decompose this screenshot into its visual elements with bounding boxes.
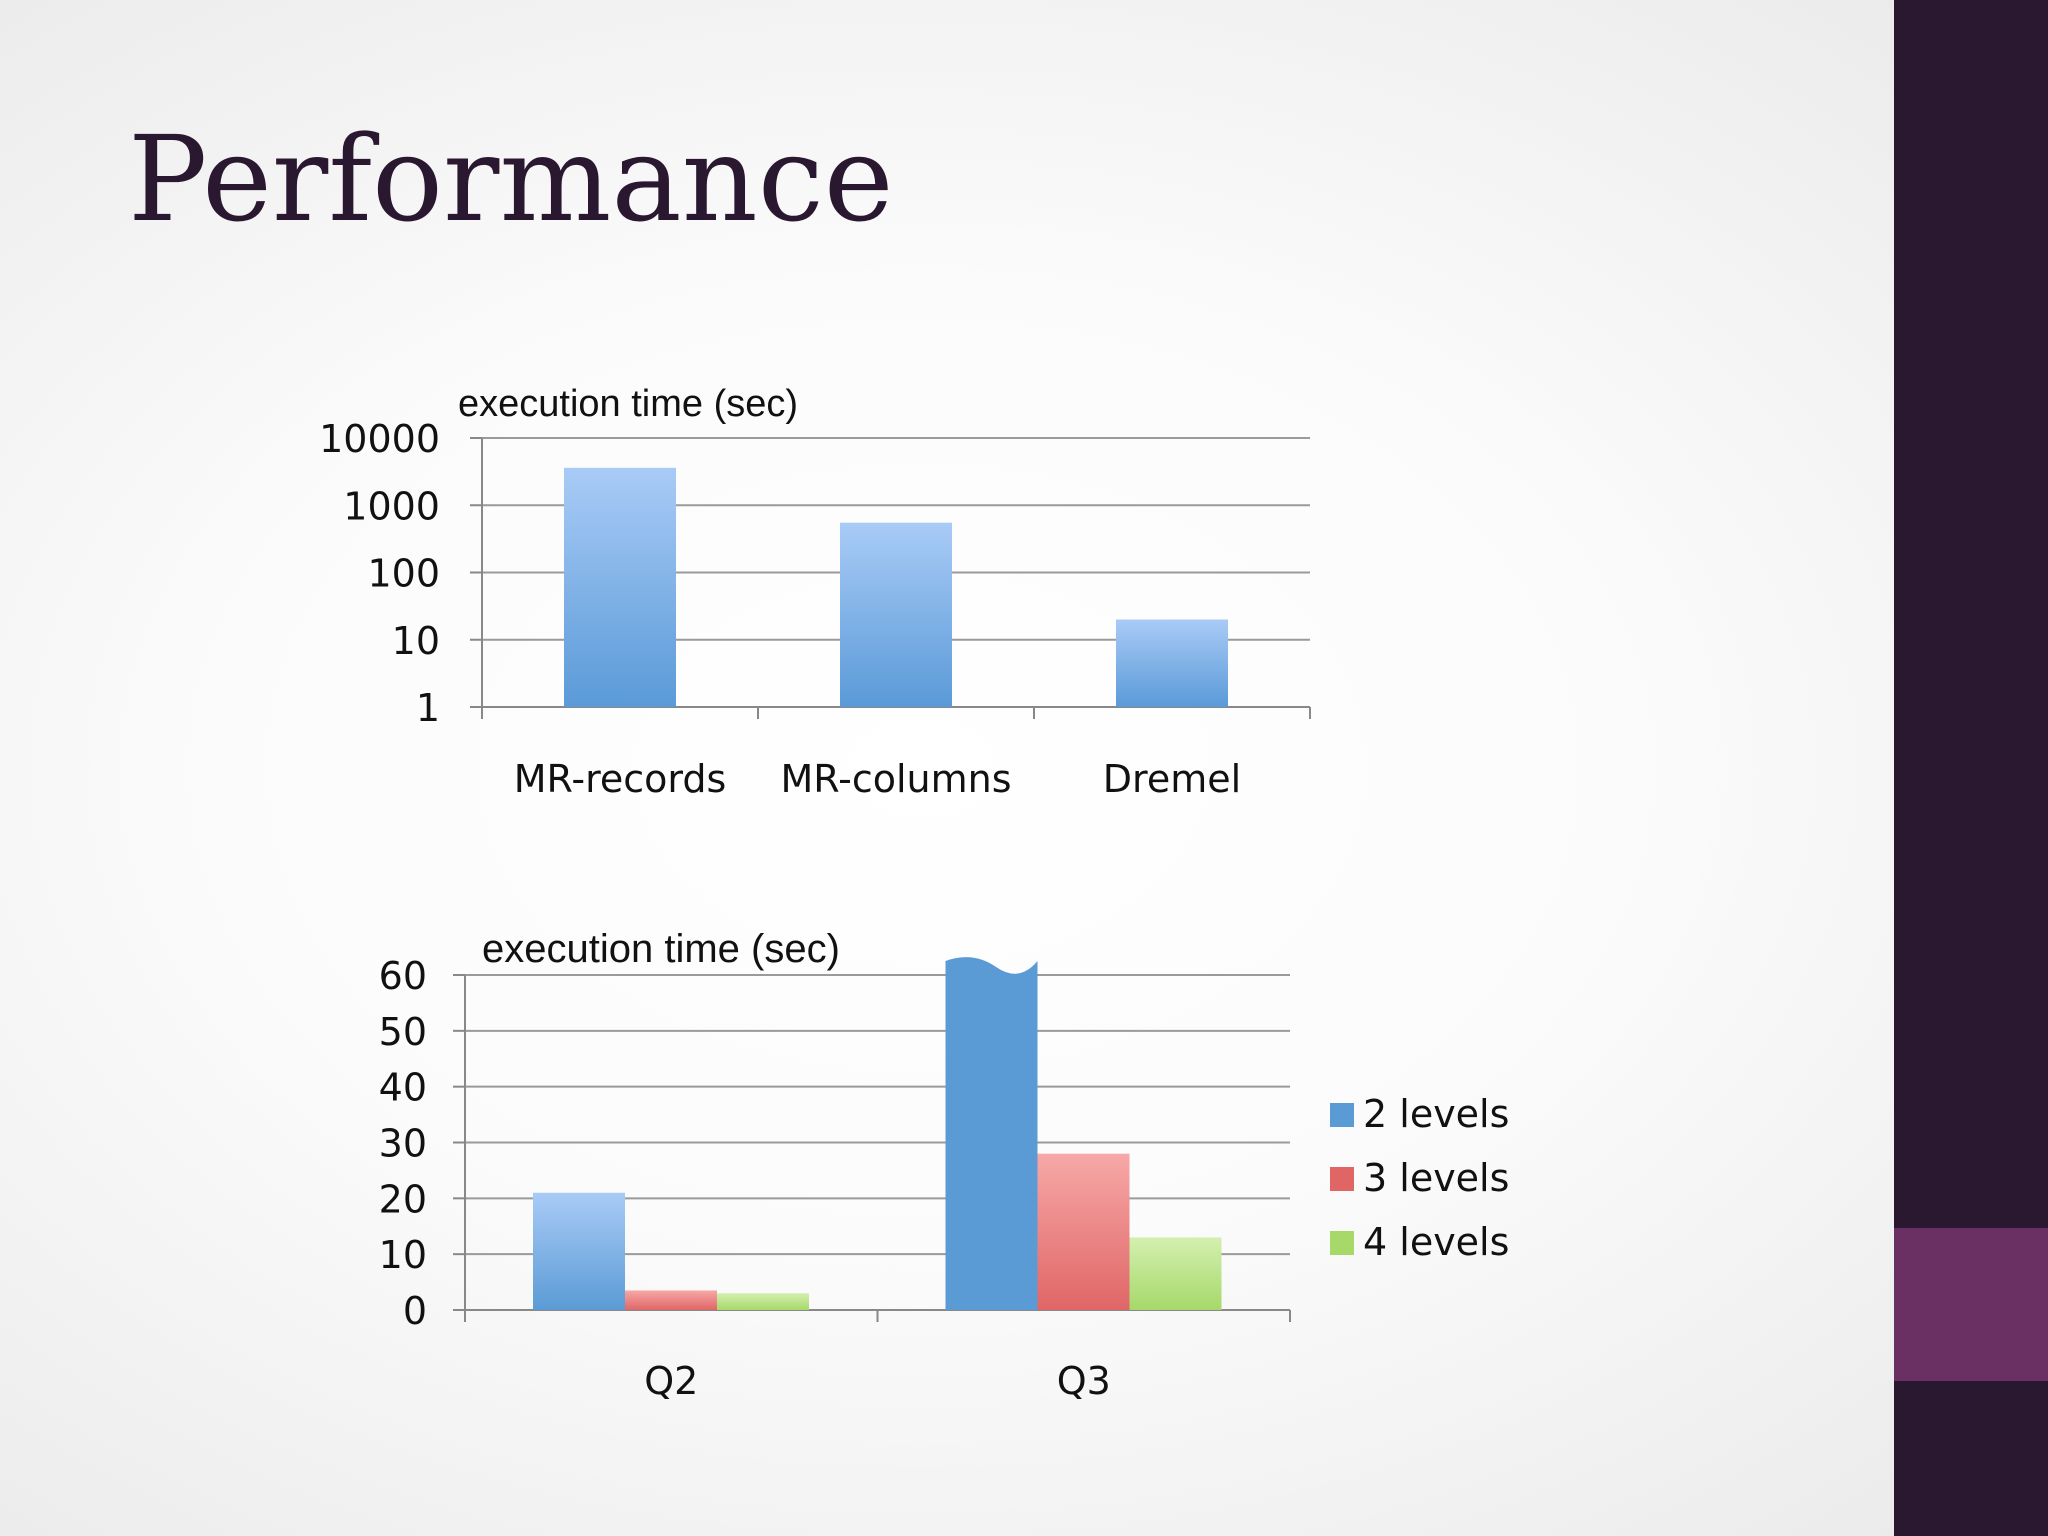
chart2-bar-q2-4-levels bbox=[717, 1293, 809, 1310]
legend-swatch-4-levels bbox=[1330, 1231, 1354, 1255]
chart1-category-label: Dremel bbox=[1103, 757, 1241, 801]
chart2-ytick-label: 50 bbox=[379, 1010, 427, 1054]
chart2-bar-q2-2-levels bbox=[533, 1192, 625, 1310]
chart2-group: 60 50 40 30 20 10 0 execution time (sec) Q2 Q3 2 l… bbox=[379, 927, 1510, 1403]
sidebar-accent-block bbox=[1894, 1228, 2048, 1381]
chart2-category-label: Q3 bbox=[1057, 1359, 1111, 1403]
legend-swatch-3-levels bbox=[1330, 1167, 1354, 1191]
chart2-axis-title: execution time (sec) bbox=[482, 927, 840, 971]
chart2-bar-q3-2-levels bbox=[945, 957, 1038, 1310]
chart1-ytick-label: 10000 bbox=[319, 417, 440, 461]
chart2-ytick-label: 60 bbox=[379, 954, 427, 998]
chart1-ytick-label: 1000 bbox=[343, 484, 440, 528]
legend-label: 3 levels bbox=[1363, 1156, 1509, 1200]
chart2-ytick-label: 20 bbox=[379, 1177, 427, 1221]
chart1-category-label: MR-records bbox=[514, 757, 727, 801]
chart1-ytick-label: 100 bbox=[367, 552, 440, 596]
chart2-ytick-label: 40 bbox=[379, 1066, 427, 1110]
chart1-bar-mr-records bbox=[564, 467, 676, 707]
chart2-ytick-label: 30 bbox=[379, 1122, 427, 1166]
chart2-category-label: Q2 bbox=[644, 1359, 698, 1403]
legend-label: 2 levels bbox=[1363, 1092, 1509, 1136]
chart1-bar-dremel bbox=[1116, 619, 1228, 707]
chart1-group: 10000 1000 100 10 1 execution time (sec) MR-re… bbox=[319, 383, 1311, 801]
chart1-ytick-label: 1 bbox=[416, 686, 440, 730]
chart2-ytick-label: 0 bbox=[403, 1289, 427, 1333]
chart2-bar-q3-4-levels bbox=[1129, 1237, 1222, 1310]
chart2-bar-q3-3-levels bbox=[1037, 1153, 1130, 1310]
legend-swatch-2-levels bbox=[1330, 1103, 1354, 1127]
chart2-bar-q2-3-levels bbox=[625, 1290, 717, 1310]
chart1-ytick-label: 10 bbox=[392, 619, 440, 663]
chart1-category-label: MR-columns bbox=[780, 757, 1011, 801]
chart1-bar-mr-columns bbox=[840, 522, 952, 707]
chart1-axis-title: execution time (sec) bbox=[458, 383, 798, 425]
chart2-ytick-label: 10 bbox=[379, 1233, 427, 1277]
slide-title: Performance bbox=[128, 110, 894, 248]
legend-label: 4 levels bbox=[1363, 1220, 1509, 1264]
